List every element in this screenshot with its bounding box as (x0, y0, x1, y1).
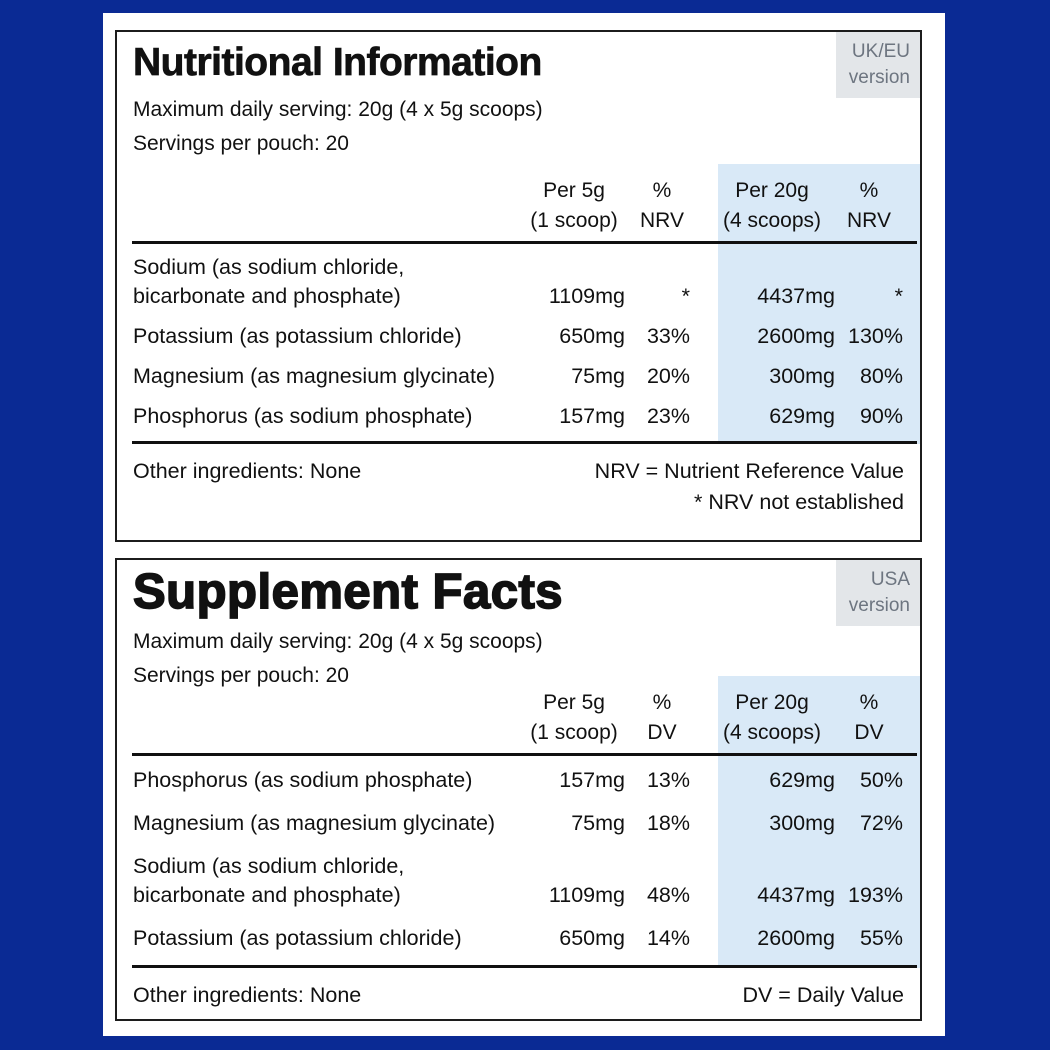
value-pct_1: 48% (646, 883, 690, 907)
nutrient-name: Magnesium (as magnesium glycinate) (133, 811, 496, 835)
header-per-5g: Per 5g (1 scoop) (530, 179, 618, 232)
footnote-line: * NRV not established (694, 490, 904, 514)
value-per_5g: 75mg (571, 811, 625, 835)
footnote-block: DV = Daily Value (742, 980, 904, 1011)
version-badge: UK/EU version (836, 32, 920, 98)
value-per_5g: 650mg (559, 323, 625, 348)
per-20g-highlight-band (718, 164, 920, 444)
value-pct_2: 193% (848, 883, 903, 907)
table-body: Sodium (as sodium chloride, bicarbonate a… (117, 244, 920, 436)
value-per_20g: 4437mg (757, 883, 835, 907)
value-pct_1: 33% (646, 323, 690, 348)
footnote-line: DV = Daily Value (742, 983, 904, 1007)
version-badge-line: version (848, 67, 910, 88)
value-per_20g: 300mg (769, 363, 835, 388)
value-per_20g: 629mg (769, 403, 835, 428)
table-bottom-rule (132, 441, 917, 444)
value-pct_1: * (681, 283, 690, 308)
value-pct_2: 80% (859, 363, 903, 388)
per-20g-highlight-band (718, 676, 920, 968)
table-body: Phosphorus (as sodium phosphate) 157mg 13%… (117, 756, 920, 960)
panel-title: Nutritional Information (133, 41, 543, 85)
version-badge-line: version (848, 595, 910, 616)
nutrient-name: Potassium (as potassium chloride) (133, 926, 462, 950)
value-per_5g: 1109mg (548, 283, 625, 308)
header-per-20g: Per 20g (4 scoops) (722, 179, 822, 232)
value-per_5g: 650mg (559, 926, 625, 950)
nutrition-table: Per 5g (1 scoop) % DV Per 20g (4 scoops)… (117, 676, 920, 968)
table-row: Potassium (as potassium chloride) 650mg 33… (117, 316, 920, 356)
value-per_20g: 2600mg (757, 323, 835, 348)
table-header: Per 5g (1 scoop) % DV Per 20g (4 scoops)… (117, 688, 920, 748)
header-pct-nrv-1: % NRV (640, 179, 684, 232)
nutrient-name: Phosphorus (as sodium phosphate) (133, 768, 473, 792)
value-per_20g: 4437mg (757, 283, 835, 308)
version-badge-line: USA (870, 569, 910, 590)
nutrient-name: Phosphorus (as sodium phosphate) (133, 403, 473, 428)
value-per_5g: 157mg (559, 768, 625, 792)
value-pct_1: 14% (646, 926, 690, 950)
version-badge: USA version (836, 560, 920, 626)
nutrient-name: Potassium (as potassium chloride) (133, 323, 462, 348)
table-row: Potassium (as potassium chloride) 650mg 14… (117, 917, 920, 960)
supplement-facts-panel: USA version Supplement Facts Maximum dai… (115, 558, 922, 1021)
value-pct_1: 18% (646, 811, 690, 835)
table-row: Phosphorus (as sodium phosphate) 157mg 23%… (117, 396, 920, 436)
footnote-block: NRV = Nutrient Reference Value * NRV not… (595, 456, 904, 518)
header-rule (132, 241, 917, 244)
header-pct-dv-2: % DV (854, 691, 884, 744)
value-pct_2: 72% (859, 811, 903, 835)
table-row: Phosphorus (as sodium phosphate) 157mg 13%… (117, 759, 920, 802)
servings-per-pouch-text: Servings per pouch: 20 (133, 132, 349, 155)
footnote-line: NRV = Nutrient Reference Value (594, 459, 904, 483)
table-row: Sodium (as sodium chloride, bicarbonate a… (117, 845, 920, 917)
header-pct-dv-1: % DV (647, 691, 677, 744)
version-badge-line: UK/EU (851, 41, 910, 62)
label-card: UK/EU version Nutritional Information Ma… (103, 13, 945, 1036)
table-row: Magnesium (as magnesium glycinate) 75mg 18… (117, 802, 920, 845)
header-spacer (133, 176, 519, 236)
header-pct-nrv-2: % NRV (847, 179, 891, 232)
table-header: Per 5g (1 scoop) % NRV Per 20g (4 scoops… (117, 176, 920, 236)
table-row: Magnesium (as magnesium glycinate) 75mg 20… (117, 356, 920, 396)
nutrient-name: Magnesium (as magnesium glycinate) (133, 363, 496, 388)
value-pct_1: 20% (646, 363, 690, 388)
panel-title: Supplement Facts (132, 564, 564, 620)
nutrient-name: Sodium (as sodium chloride, bicarbonate a… (133, 854, 405, 907)
table-bottom-rule (132, 965, 917, 968)
header-rule (132, 753, 917, 756)
value-per_5g: 157mg (559, 403, 625, 428)
header-per-5g: Per 5g (1 scoop) (530, 691, 618, 744)
max-daily-serving-text: Maximum daily serving: 20g (4 x 5g scoop… (133, 98, 543, 121)
other-ingredients-text: Other ingredients: None (133, 983, 362, 1007)
value-pct_1: 13% (646, 768, 690, 792)
nutrient-name: Sodium (as sodium chloride, bicarbonate a… (133, 254, 405, 308)
value-per_5g: 1109mg (548, 883, 625, 907)
value-per_20g: 2600mg (757, 926, 835, 950)
value-per_5g: 75mg (571, 363, 625, 388)
max-daily-serving-text: Maximum daily serving: 20g (4 x 5g scoop… (133, 630, 543, 653)
table-row: Sodium (as sodium chloride, bicarbonate a… (117, 247, 920, 316)
nutrition-table: Per 5g (1 scoop) % NRV Per 20g (4 scoops… (117, 164, 920, 444)
value-per_20g: 300mg (769, 811, 835, 835)
value-pct_2: * (894, 283, 903, 308)
servings-per-pouch-text: Servings per pouch: 20 (133, 664, 349, 687)
nutritional-information-panel: UK/EU version Nutritional Information Ma… (115, 30, 922, 542)
header-per-20g: Per 20g (4 scoops) (722, 691, 822, 744)
value-pct_2: 130% (848, 323, 903, 348)
header-spacer (133, 688, 519, 748)
value-per_20g: 629mg (769, 768, 835, 792)
value-pct_2: 55% (859, 926, 903, 950)
panel-footer: Other ingredients: None NRV = Nutrient R… (117, 444, 920, 518)
panel-footer: Other ingredients: None DV = Daily Value (117, 968, 920, 1011)
value-pct_1: 23% (646, 403, 690, 428)
value-pct_2: 90% (859, 403, 903, 428)
other-ingredients-text: Other ingredients: None (133, 459, 362, 483)
value-pct_2: 50% (859, 768, 903, 792)
